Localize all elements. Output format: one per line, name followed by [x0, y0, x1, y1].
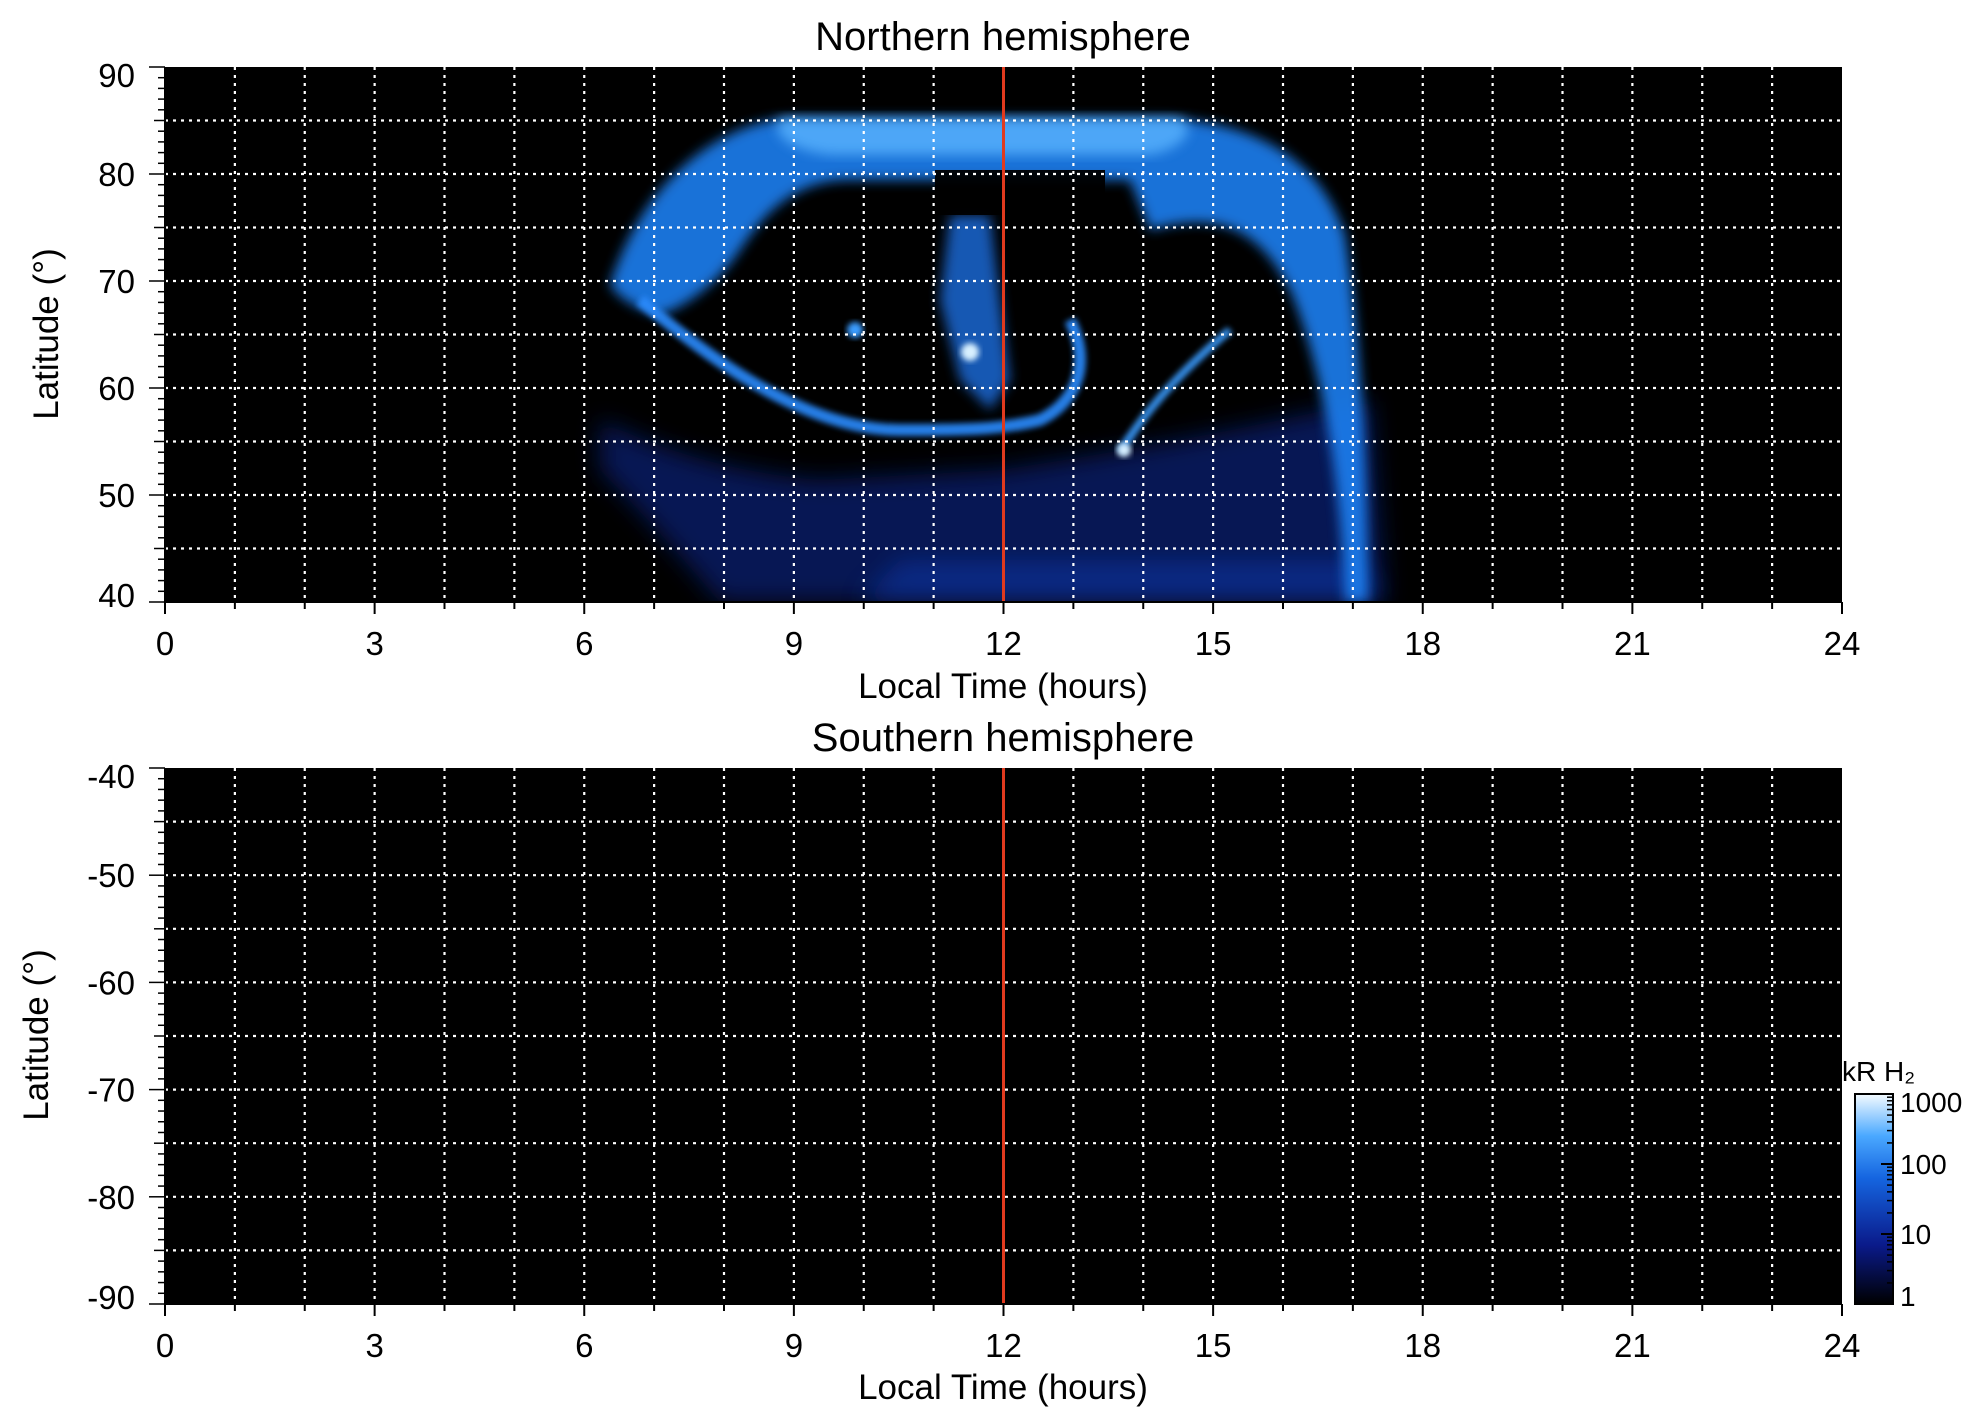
- north-bright-spot: [961, 343, 979, 361]
- y-tick-label: -70: [87, 1072, 135, 1109]
- north-polar-cap-gap: [935, 170, 1105, 215]
- x-tick-label: 21: [1614, 1327, 1651, 1364]
- y-tick-label: -60: [87, 964, 135, 1001]
- x-tick-label: 12: [985, 1327, 1022, 1364]
- north-afternoon-spot: [1117, 443, 1131, 457]
- x-tick-label: 18: [1404, 1327, 1441, 1364]
- y-tick-label: -50: [87, 857, 135, 894]
- colorbar-gradient: [1854, 1093, 1894, 1305]
- x-tick-label: 15: [1195, 625, 1232, 662]
- y-tick-label: 70: [98, 263, 135, 300]
- panel-north: Northern hemisphere 0 3 6 9 12 15 18 21 24 40 50 60…: [27, 15, 1860, 706]
- north-central-structure: [940, 215, 1010, 410]
- north-grid: [165, 67, 1842, 602]
- colorbar-tick-label: 1000: [1900, 1087, 1962, 1118]
- y-tick-label: 60: [98, 370, 135, 407]
- south-grid: [165, 768, 1842, 1304]
- south-axes: 0 3 6 9 12 15 18 21 24 -40 -50 -60 -70 -80 -90: [87, 758, 1860, 1364]
- north-diffuse-glow-2: [860, 560, 1380, 602]
- x-tick-label: 18: [1404, 625, 1441, 662]
- north-diffuse-glow: [600, 400, 1385, 602]
- x-tick-label: 3: [365, 1327, 383, 1364]
- x-tick-label: 9: [785, 1327, 803, 1364]
- x-tick-label: 15: [1195, 1327, 1232, 1364]
- x-tick-label: 0: [156, 625, 174, 662]
- x-tick-label: 12: [985, 625, 1022, 662]
- north-x-axis-label: Local Time (hours): [858, 667, 1148, 706]
- north-spot-2: [847, 322, 863, 338]
- y-tick-label: -90: [87, 1279, 135, 1316]
- x-tick-label: 24: [1824, 625, 1861, 662]
- south-y-axis-label: Latitude (°): [17, 949, 56, 1121]
- x-tick-label: 3: [365, 625, 383, 662]
- north-axes: 0 3 6 9 12 15 18 21 24 40 50 60 70 80 90: [98, 57, 1860, 662]
- colorbar-tick-label: 100: [1900, 1149, 1947, 1180]
- south-title: Southern hemisphere: [812, 716, 1194, 760]
- x-tick-label: 6: [575, 1327, 593, 1364]
- north-oval-arc: [610, 118, 1368, 602]
- x-tick-label: 9: [785, 625, 803, 662]
- y-tick-label: 50: [98, 477, 135, 514]
- north-oval-arc-bright: [777, 118, 1189, 155]
- colorbar-ticks: 1000 100 10 1: [1881, 1087, 1962, 1312]
- x-tick-label: 21: [1614, 625, 1651, 662]
- colorbar: kR H₂ 1000 100 10 1: [1842, 1056, 1962, 1312]
- north-y-axis-label: Latitude (°): [27, 248, 66, 420]
- y-tick-label: 40: [98, 577, 135, 614]
- x-tick-label: 0: [156, 1327, 174, 1364]
- y-tick-label: 80: [98, 156, 135, 193]
- north-title: Northern hemisphere: [815, 15, 1191, 59]
- north-emission: [600, 118, 1385, 602]
- y-tick-label: -80: [87, 1179, 135, 1216]
- panel-south: Southern hemisphere 0 3 6 9 12 15 18 21 24 -40 -50…: [17, 716, 1860, 1407]
- x-tick-label: 6: [575, 625, 593, 662]
- colorbar-tick-label: 10: [1900, 1219, 1931, 1250]
- y-tick-label: 90: [98, 57, 135, 94]
- north-inner-arc: [636, 295, 1086, 437]
- y-tick-label: -40: [87, 758, 135, 795]
- x-tick-label: 24: [1824, 1327, 1861, 1364]
- colorbar-label: kR H₂: [1842, 1056, 1915, 1087]
- colorbar-tick-label: 1: [1900, 1281, 1916, 1312]
- south-x-axis-label: Local Time (hours): [858, 1368, 1148, 1407]
